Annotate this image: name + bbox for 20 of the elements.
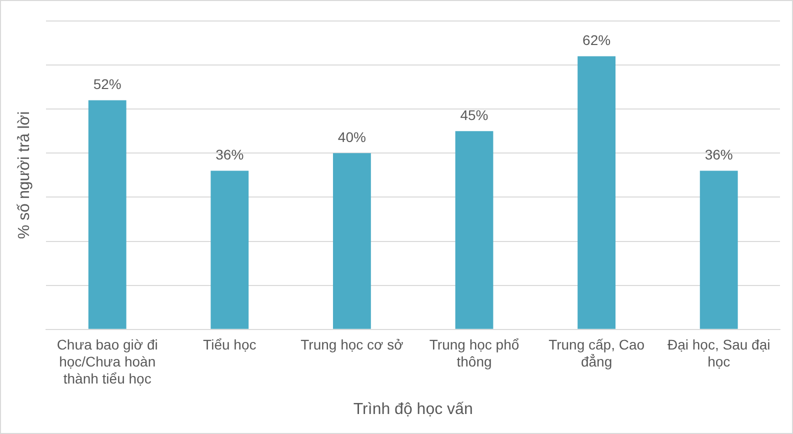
bar bbox=[88, 100, 126, 329]
data-label: 40% bbox=[338, 129, 366, 146]
bar bbox=[700, 170, 738, 329]
data-label: 36% bbox=[216, 146, 244, 163]
bar bbox=[210, 170, 249, 329]
bar bbox=[578, 56, 616, 329]
x-tick-label: Trung học cơ sở bbox=[300, 336, 404, 353]
data-label: 45% bbox=[460, 107, 488, 123]
x-tick-label: Tiểu học bbox=[203, 336, 256, 353]
x-tick-label: Trung học phổ thông bbox=[429, 336, 520, 370]
bar bbox=[455, 131, 494, 329]
bar bbox=[332, 153, 371, 329]
x-tick-label: Trung cấp, Cao đẳng bbox=[548, 336, 645, 370]
data-label: 52% bbox=[93, 76, 122, 92]
x-tick-label: Chưa bao giờ đi học/Chưa hoàn thành tiểu học bbox=[56, 336, 158, 386]
data-label: 36% bbox=[704, 146, 733, 163]
y-axis-title: % số người trả lời bbox=[16, 111, 34, 240]
x-tick-label: Đại học, Sau đại học bbox=[667, 336, 770, 370]
data-label: 62% bbox=[582, 32, 611, 48]
x-axis-title: Trình độ học vấn bbox=[353, 400, 473, 418]
